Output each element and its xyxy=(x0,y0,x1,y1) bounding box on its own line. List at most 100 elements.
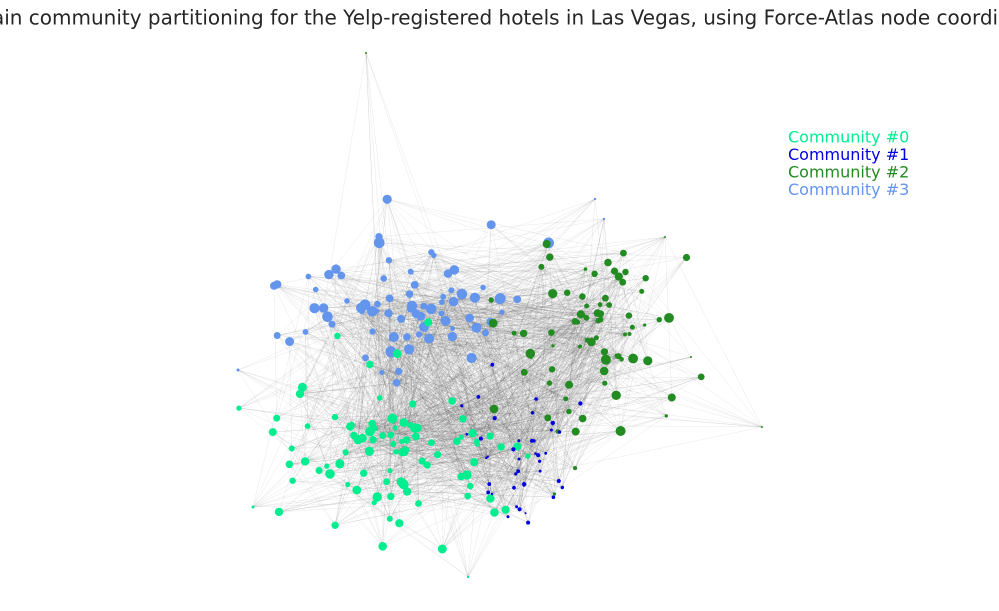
edge xyxy=(329,449,406,475)
edge xyxy=(430,308,493,495)
edge xyxy=(238,407,477,442)
edge xyxy=(323,307,462,438)
edge xyxy=(373,376,702,440)
edge xyxy=(308,276,484,288)
edge xyxy=(523,319,601,334)
edge xyxy=(390,328,453,497)
edge xyxy=(491,483,525,495)
edge xyxy=(382,485,525,547)
edge xyxy=(530,353,621,432)
edge xyxy=(558,324,645,482)
node xyxy=(405,290,414,298)
edge xyxy=(494,430,621,513)
edge xyxy=(390,298,501,497)
edge xyxy=(494,299,518,419)
edge xyxy=(422,346,581,462)
edge xyxy=(523,293,553,334)
edge xyxy=(541,266,597,338)
edge xyxy=(489,461,540,485)
edge xyxy=(480,271,626,439)
edge xyxy=(549,256,599,321)
edge xyxy=(277,335,418,429)
edge xyxy=(490,252,624,323)
edge xyxy=(591,273,595,342)
edge xyxy=(557,418,583,432)
edge xyxy=(545,337,597,454)
edge xyxy=(428,338,539,456)
edge xyxy=(408,218,605,350)
edge xyxy=(480,359,607,439)
edge xyxy=(308,276,555,495)
edge xyxy=(326,313,442,467)
node xyxy=(517,439,521,443)
edge xyxy=(302,387,373,424)
edge xyxy=(452,293,553,337)
edge xyxy=(474,382,605,463)
edge xyxy=(565,257,687,400)
edge xyxy=(460,276,619,477)
edge xyxy=(382,351,605,436)
edge xyxy=(364,292,568,306)
edge xyxy=(392,273,449,419)
edge xyxy=(373,439,475,463)
edge xyxy=(412,403,468,476)
edge xyxy=(356,317,587,491)
edge xyxy=(289,293,410,465)
edge xyxy=(365,52,378,305)
edge xyxy=(557,218,605,432)
node xyxy=(466,482,474,490)
edge xyxy=(478,396,509,517)
edge xyxy=(494,262,609,419)
edge xyxy=(410,252,624,273)
node xyxy=(289,477,296,484)
node xyxy=(302,329,309,335)
edge xyxy=(238,273,449,409)
node xyxy=(380,275,388,282)
edge xyxy=(299,382,397,395)
edge xyxy=(389,356,692,520)
edge xyxy=(289,464,559,482)
node xyxy=(379,432,387,439)
edge xyxy=(549,383,560,433)
edge xyxy=(382,351,392,547)
edge xyxy=(353,351,392,436)
edge xyxy=(401,321,578,453)
edge xyxy=(396,382,502,448)
edge xyxy=(580,314,622,360)
edge xyxy=(466,398,566,435)
edge xyxy=(299,310,377,395)
edge xyxy=(480,314,582,439)
edge xyxy=(428,322,619,357)
edge xyxy=(376,310,411,426)
edge xyxy=(545,271,626,454)
edge xyxy=(487,398,537,493)
edge xyxy=(470,415,667,487)
edge xyxy=(387,199,476,298)
edge xyxy=(405,339,588,451)
node xyxy=(517,457,521,461)
edge xyxy=(499,298,525,486)
edge xyxy=(539,397,672,462)
edge xyxy=(527,422,554,523)
node xyxy=(466,575,470,579)
edge xyxy=(401,326,633,442)
edge xyxy=(414,427,555,495)
edge xyxy=(410,290,452,309)
edge xyxy=(490,321,605,384)
node xyxy=(315,466,323,475)
edge xyxy=(604,351,672,398)
edge xyxy=(377,303,528,457)
edge xyxy=(387,199,547,245)
edge xyxy=(365,357,462,407)
edge xyxy=(491,299,626,335)
node xyxy=(556,479,561,483)
edge xyxy=(597,312,670,319)
edge xyxy=(386,199,539,456)
edge xyxy=(417,427,419,504)
edge xyxy=(515,337,597,475)
edge xyxy=(452,336,621,432)
edge xyxy=(351,424,402,442)
node xyxy=(486,432,494,440)
edge xyxy=(405,450,419,504)
edge xyxy=(362,437,462,477)
